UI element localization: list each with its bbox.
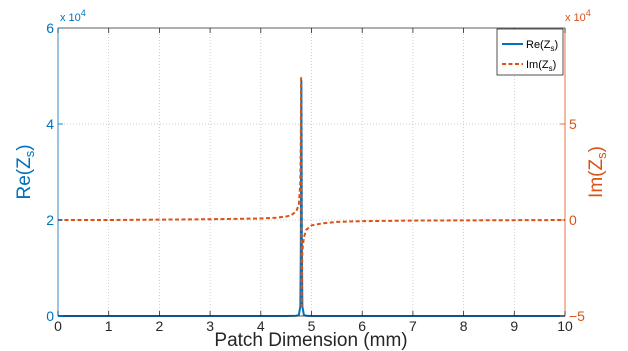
legend-label-re-sub: s [550,44,554,53]
x-tick-label: 7 [409,318,417,334]
x-tick-label: 2 [156,318,164,334]
y-axis-label-right-base: Im(Z [586,159,607,198]
y-axis-label-left-base: Re(Z [14,157,35,200]
left-axis-exponent-power: 4 [81,8,86,18]
left-axis-exponent-base: x 10 [60,12,81,24]
x-tick-label: 1 [105,318,113,334]
y-axis-label-left-close: ) [14,144,35,150]
y-left-tick-label: 0 [46,308,54,324]
right-axis-exponent-base: x 10 [565,12,586,24]
y-axis-label-left-sub: s [22,150,37,157]
y-axis-label-right-sub: s [594,152,609,159]
y-right-tick-label: 5 [569,116,577,132]
legend-label-re: Re(Zs) [526,39,558,53]
ticks-layer: 0 1 2 3 4 5 6 7 8 9 10 0 2 4 6 −5 0 5 [46,20,585,334]
legend-label-im-base: Im(Z [526,59,549,71]
legend-label-im: Im(Zs) [526,59,556,73]
legend: Re(Zs) Im(Zs) [496,28,564,76]
y-right-tick-label: −5 [569,308,585,324]
y-axis-label-right-close: ) [586,146,607,152]
x-tick-label: 9 [510,318,518,334]
x-tick-label: 4 [257,318,265,334]
y-left-tick-label: 6 [46,20,54,36]
x-tick-label: 8 [460,318,468,334]
legend-label-re-base: Re(Z [526,39,551,51]
x-tick-label: 5 [308,318,316,334]
left-axis-exponent: x 104 [60,8,86,24]
legend-label-re-close: ) [554,39,558,51]
y-axis-label-right: Im(Zs) [586,146,609,198]
legend-box [496,28,564,76]
right-axis-exponent: x 104 [565,8,591,24]
y-axis-label-left: Re(Zs) [14,144,37,199]
y-left-tick-label: 2 [46,212,54,228]
grid-lines [58,28,565,316]
y-left-tick-label: 4 [46,116,54,132]
x-tick-label: 10 [557,318,573,334]
right-axis-exponent-power: 4 [586,8,591,18]
legend-label-im-sub: s [549,64,553,73]
x-axis-label: Patch Dimension (mm) [214,330,407,351]
x-tick-label: 6 [358,318,366,334]
x-tick-label: 3 [206,318,214,334]
legend-label-im-close: ) [553,59,557,71]
x-tick-label: 0 [54,318,62,334]
y-right-tick-label: 0 [569,212,577,228]
